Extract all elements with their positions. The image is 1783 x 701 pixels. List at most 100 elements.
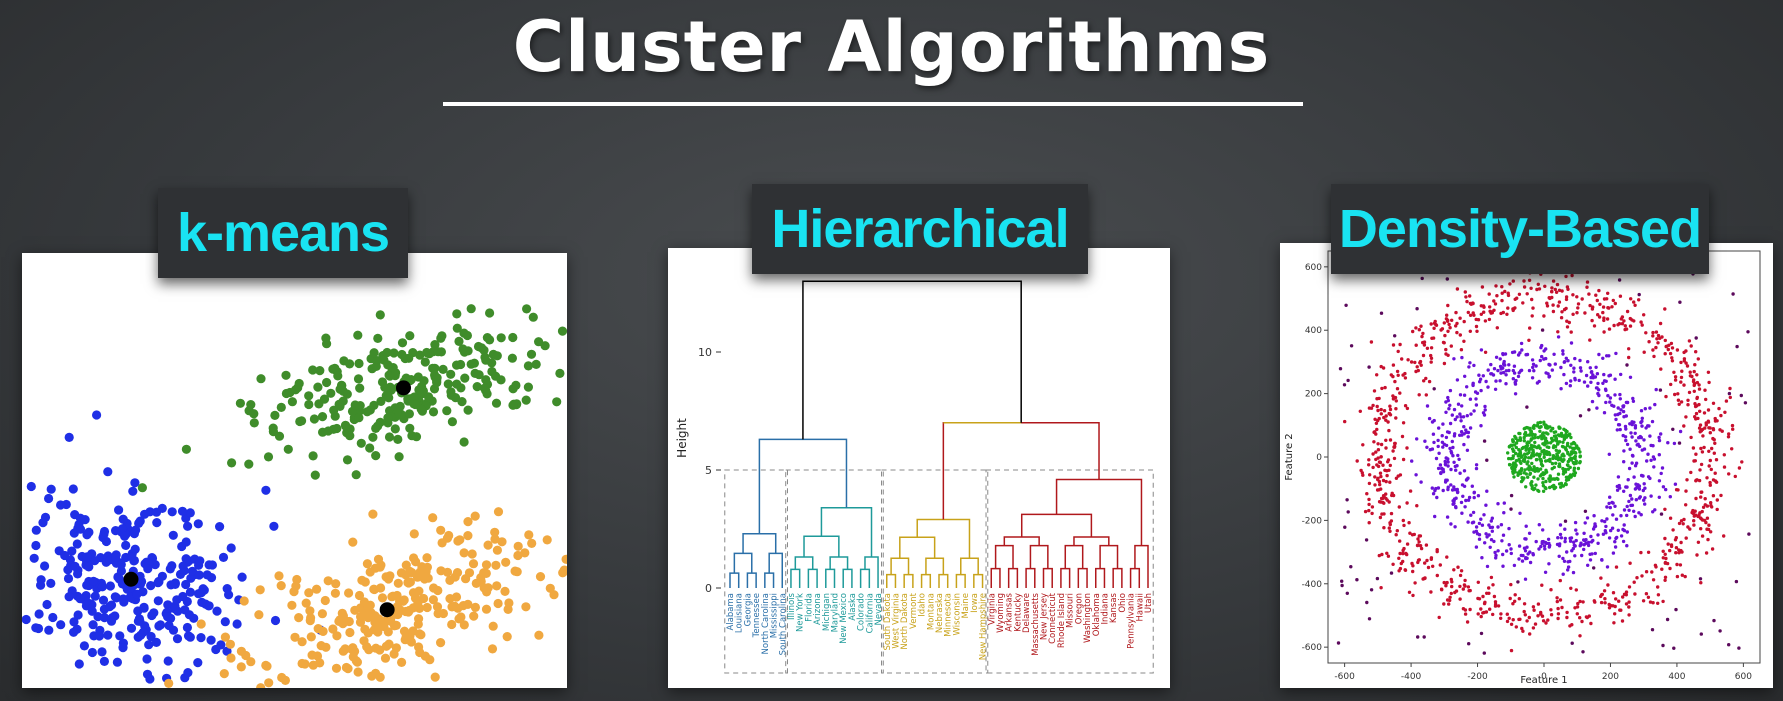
data-point	[1570, 623, 1574, 627]
data-point	[1565, 615, 1569, 620]
data-point	[134, 518, 144, 528]
data-point	[1544, 431, 1548, 435]
data-point	[1498, 357, 1502, 361]
data-point	[1602, 318, 1606, 323]
data-point	[1589, 621, 1593, 626]
data-point	[1707, 464, 1711, 468]
x-tick-label: -200	[1467, 672, 1488, 682]
data-point	[1446, 353, 1450, 357]
data-point	[492, 545, 502, 555]
data-point	[1711, 401, 1716, 405]
x-tick-label: 600	[1735, 672, 1752, 682]
data-point	[1435, 495, 1439, 500]
data-point	[215, 522, 225, 532]
data-point	[508, 400, 518, 410]
data-point	[1531, 365, 1535, 370]
data-point	[1582, 380, 1587, 384]
data-point	[1627, 347, 1631, 351]
data-point	[1618, 411, 1622, 416]
data-point	[1472, 313, 1476, 317]
data-point	[1641, 474, 1645, 478]
data-point	[44, 625, 54, 635]
data-point	[1675, 562, 1679, 567]
data-point	[354, 590, 365, 601]
data-point	[1349, 565, 1353, 569]
data-point	[1537, 547, 1541, 551]
data-point	[1590, 370, 1594, 374]
data-point	[1553, 444, 1558, 449]
data-point	[1632, 420, 1636, 424]
data-point	[1416, 635, 1420, 639]
data-point	[1697, 513, 1701, 517]
data-point	[1470, 521, 1475, 525]
data-point	[1624, 327, 1629, 331]
data-point	[1384, 492, 1388, 496]
data-point	[1448, 595, 1452, 599]
data-point	[1374, 450, 1378, 454]
data-point	[246, 400, 256, 410]
data-point	[1367, 502, 1371, 507]
data-point	[373, 554, 384, 564]
data-point	[1401, 548, 1405, 553]
data-point	[1525, 556, 1529, 560]
data-point	[1462, 393, 1467, 397]
leaf-label: California	[865, 593, 875, 633]
data-point	[360, 624, 370, 634]
data-point	[371, 451, 381, 461]
data-point	[1595, 298, 1599, 303]
data-point	[1602, 589, 1607, 593]
data-point	[1706, 370, 1711, 374]
data-point	[1379, 500, 1383, 504]
data-point	[1566, 565, 1571, 569]
data-point	[1621, 595, 1625, 599]
data-point	[1398, 342, 1402, 347]
data-point	[1342, 383, 1347, 387]
data-point	[1531, 306, 1535, 310]
data-point	[1386, 554, 1391, 558]
data-point	[1536, 469, 1540, 473]
data-point	[1422, 379, 1426, 383]
data-point	[87, 647, 97, 658]
data-point	[1664, 394, 1668, 399]
data-point	[1665, 617, 1670, 622]
data-point	[1565, 325, 1570, 329]
data-point	[1619, 317, 1623, 321]
data-point	[1433, 319, 1437, 324]
data-point	[383, 413, 393, 423]
data-point	[1607, 327, 1612, 331]
data-point	[1493, 302, 1498, 306]
data-point	[1521, 629, 1525, 633]
data-point	[454, 336, 464, 346]
data-point	[1455, 378, 1460, 382]
data-point	[1575, 532, 1579, 536]
data-point	[1517, 457, 1521, 462]
data-point	[1496, 549, 1500, 553]
data-point	[220, 632, 230, 642]
data-point	[1543, 547, 1547, 551]
data-point	[1621, 539, 1626, 544]
data-point	[56, 620, 66, 630]
data-point	[1685, 478, 1689, 482]
data-point	[1630, 453, 1635, 458]
data-point	[1605, 297, 1609, 301]
data-point	[474, 370, 484, 380]
data-point	[1707, 523, 1711, 527]
data-point	[1632, 509, 1636, 513]
data-point	[1687, 339, 1692, 343]
data-point	[1585, 280, 1590, 284]
data-point	[1388, 404, 1392, 408]
data-point	[1669, 341, 1674, 346]
data-point	[1640, 424, 1644, 428]
data-point	[1466, 430, 1471, 435]
data-point	[1671, 427, 1675, 431]
dendrogram-link	[960, 557, 979, 575]
data-point	[1714, 480, 1719, 484]
data-point	[1446, 487, 1450, 492]
data-point	[1474, 525, 1479, 529]
data-point	[1539, 345, 1543, 350]
data-point	[1692, 389, 1696, 393]
data-point	[345, 431, 355, 441]
data-point	[1706, 420, 1711, 424]
data-point	[1628, 422, 1632, 426]
data-point	[1700, 509, 1704, 514]
